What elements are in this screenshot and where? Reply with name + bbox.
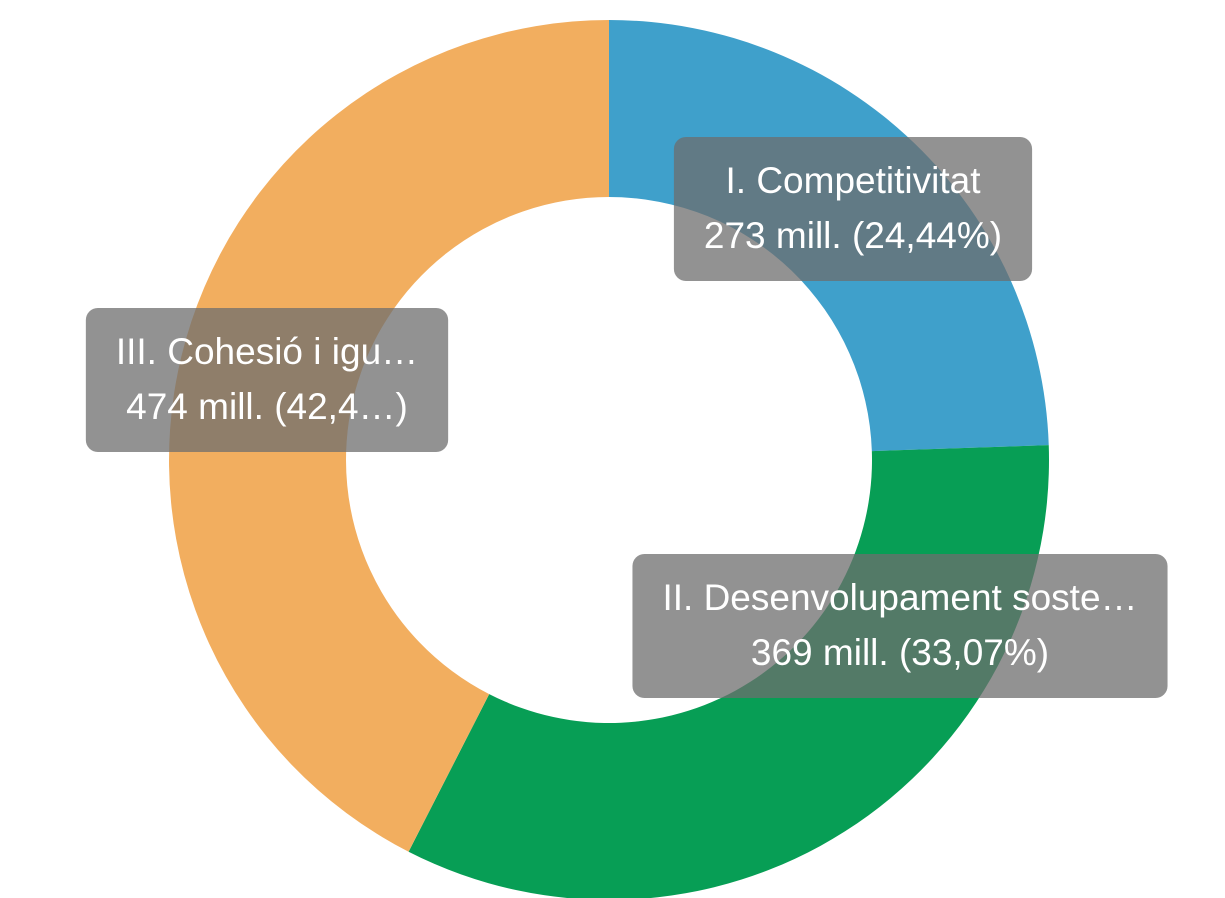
label-category: III. Cohesió i igu… bbox=[116, 331, 418, 372]
label-box bbox=[85, 308, 449, 452]
slice bbox=[169, 20, 609, 852]
label-value: 369 mill. (33,07%) bbox=[751, 632, 1049, 673]
label-box bbox=[673, 137, 1033, 281]
label-value: 474 mill. (42,4…) bbox=[126, 386, 408, 427]
label-category: II. Desenvolupament soste… bbox=[662, 577, 1137, 618]
labels: I. Competitivitat 273 mill. (24,44%) II. D… bbox=[85, 137, 1168, 698]
data-label: II. Desenvolupament soste… 369 mill. (33,… bbox=[632, 554, 1168, 698]
data-label: I. Competitivitat 273 mill. (24,44%) bbox=[673, 137, 1033, 281]
data-label: III. Cohesió i igu… 474 mill. (42,4…) bbox=[85, 308, 449, 452]
label-value: 273 mill. (24,44%) bbox=[704, 215, 1002, 256]
label-category: I. Competitivitat bbox=[726, 160, 982, 201]
label-box bbox=[632, 554, 1168, 698]
